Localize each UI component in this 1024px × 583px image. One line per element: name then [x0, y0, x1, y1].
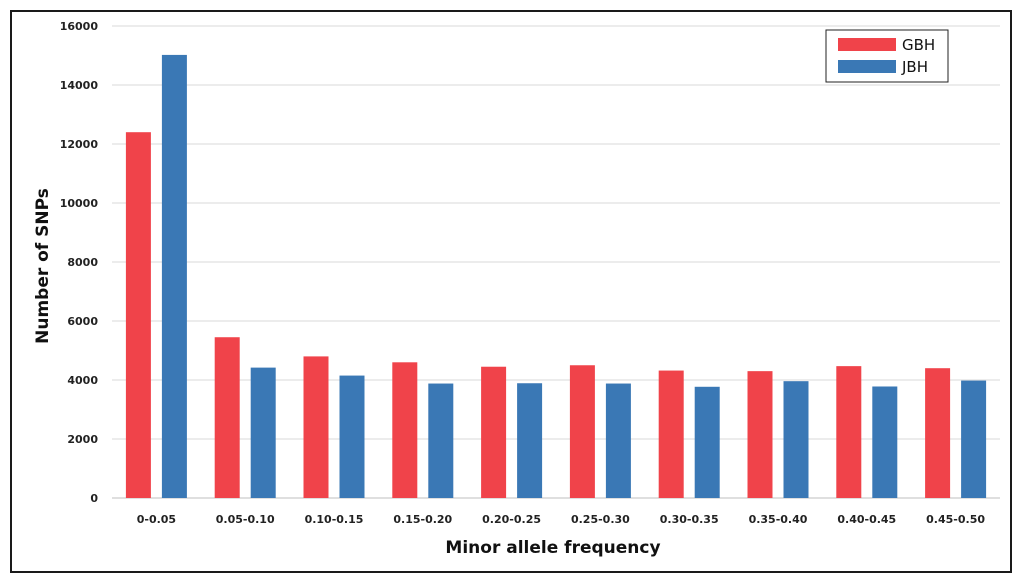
legend-swatch-gbh — [838, 38, 896, 51]
bar-gbh-9 — [925, 368, 951, 498]
y-tick-label: 2000 — [67, 433, 98, 446]
y-tick-label: 4000 — [67, 374, 98, 387]
gridlines — [112, 25, 1000, 440]
legend: GBH JBH — [825, 29, 949, 83]
bars — [125, 54, 987, 498]
bar-jbh-2 — [339, 375, 365, 498]
bar-gbh-6 — [658, 370, 684, 498]
bar-jbh-7 — [783, 381, 809, 498]
legend-swatch-jbh — [838, 60, 896, 73]
legend-label-gbh: GBH — [902, 36, 935, 54]
x-tick-label: 0.30-0.35 — [660, 513, 719, 526]
x-tick-label: 0.05-0.10 — [216, 513, 275, 526]
x-tick-label: 0.20-0.25 — [482, 513, 541, 526]
x-tick-label: 0.15-0.20 — [393, 513, 452, 526]
x-tick-label: 0-0.05 — [137, 513, 176, 526]
x-tick-label: 0.10-0.15 — [305, 513, 364, 526]
bar-jbh-4 — [517, 383, 543, 498]
bar-jbh-8 — [872, 386, 898, 498]
bar-gbh-0 — [125, 132, 151, 498]
x-tick-label: 0.40-0.45 — [837, 513, 896, 526]
bar-gbh-3 — [392, 362, 418, 498]
x-tick-label: 0.35-0.40 — [749, 513, 808, 526]
x-axis-title: Minor allele frequency — [445, 538, 660, 558]
bar-gbh-7 — [747, 371, 773, 498]
bar-jbh-0 — [161, 54, 187, 498]
y-tick-label: 0 — [90, 492, 98, 505]
y-tick-label: 10000 — [60, 197, 99, 210]
x-axis-ticks: 0-0.05 0.05-0.10 0.10-0.15 0.15-0.20 0.20-0.… — [137, 513, 986, 526]
x-tick-label: 0.25-0.30 — [571, 513, 630, 526]
y-tick-label: 8000 — [67, 256, 98, 269]
bar-gbh-8 — [836, 366, 862, 498]
legend-label-jbh: JBH — [901, 58, 928, 76]
bar-jbh-9 — [961, 380, 987, 498]
y-tick-label: 16000 — [60, 20, 99, 33]
y-tick-label: 14000 — [60, 79, 99, 92]
x-tick-label: 0.45-0.50 — [926, 513, 985, 526]
bar-gbh-5 — [569, 365, 595, 498]
bar-jbh-6 — [694, 386, 720, 498]
bar-gbh-1 — [214, 337, 240, 498]
bar-jbh-3 — [428, 383, 454, 498]
y-tick-label: 12000 — [60, 138, 99, 151]
y-tick-label: 6000 — [67, 315, 98, 328]
y-axis-title: Number of SNPs — [33, 188, 53, 344]
bar-jbh-1 — [250, 367, 276, 498]
bar-jbh-5 — [605, 383, 631, 498]
y-axis-ticks: 0 2000 4000 6000 8000 10000 12000 14000 16000 — [60, 20, 99, 505]
bar-gbh-2 — [303, 356, 329, 498]
bar-gbh-4 — [481, 366, 507, 498]
